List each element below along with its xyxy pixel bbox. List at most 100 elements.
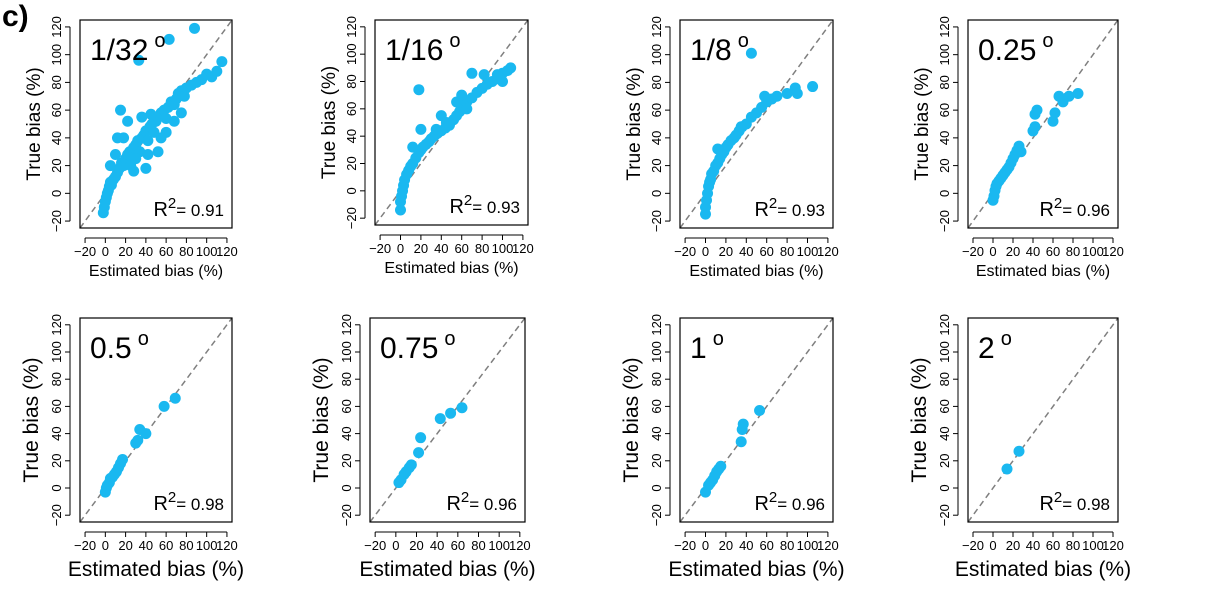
y-axis-title: True bias (%) <box>624 67 645 180</box>
x-tick-label: 60 <box>451 538 465 553</box>
y-tick-label: −20 <box>937 210 952 232</box>
scatter-panel: −20 0 20 40 60 80 100120−20020406080100120Esti… <box>319 16 534 277</box>
y-tick-label: 20 <box>937 454 952 468</box>
x-tick-label: 100 <box>196 538 218 553</box>
x-tick-label: 20 <box>414 241 428 256</box>
data-point <box>1063 90 1075 102</box>
data-point <box>456 402 468 414</box>
scatter-panel: −20 0 20 40 60 80 100120−20020406080100120Esti… <box>912 16 1124 280</box>
y-tick-label: 80 <box>649 75 664 89</box>
x-tick-label: −20 <box>369 241 391 256</box>
x-tick-label: 120 <box>1102 244 1124 259</box>
x-tick-label: 60 <box>159 244 173 259</box>
resolution-label: 0.75 o <box>380 328 456 365</box>
x-tick-label: 60 <box>1046 244 1060 259</box>
y-tick-label: 80 <box>937 372 952 386</box>
one-to-one-line <box>967 317 1119 523</box>
r-squared-label: R2= 0.91 <box>153 195 224 221</box>
plot-frame <box>679 19 834 229</box>
y-tick-label: 60 <box>49 399 64 413</box>
x-tick-label: 0 <box>397 241 404 256</box>
y-tick-label: 100 <box>344 43 359 65</box>
r-squared-label: R2= 0.93 <box>449 192 520 218</box>
x-tick-label: 40 <box>139 244 153 259</box>
y-tick-label: 20 <box>49 158 64 172</box>
x-tick-label: 20 <box>1006 538 1020 553</box>
scatter-panel: −20 0 20 40 60 80 100120−20020406080100120Esti… <box>908 314 1131 581</box>
x-tick-label: 60 <box>1046 538 1060 553</box>
data-point <box>158 400 170 412</box>
data-point <box>807 81 819 93</box>
data-point <box>163 33 175 45</box>
data-point <box>745 47 757 59</box>
y-tick-label: −20 <box>49 210 64 232</box>
data-point <box>145 108 157 120</box>
data-point <box>413 447 425 459</box>
y-tick-label: 0 <box>937 190 952 197</box>
scatter-panel: −20 0 20 40 60 80 100120−20020406080100120Esti… <box>24 16 238 280</box>
y-tick-label: 120 <box>649 314 664 336</box>
x-tick-label: −20 <box>962 244 984 259</box>
plot-frame <box>967 19 1119 229</box>
data-point <box>715 460 727 472</box>
x-tick-label: 0 <box>702 538 709 553</box>
x-axis-title: Estimated bias (%) <box>68 558 244 581</box>
y-tick-label: 40 <box>49 131 64 145</box>
r-squared-label: R2= 0.98 <box>153 489 224 515</box>
data-point <box>1001 463 1013 475</box>
y-tick-label: 80 <box>49 372 64 386</box>
one-to-one-line <box>369 317 526 523</box>
y-tick-label: 100 <box>49 44 64 66</box>
x-tick-label: 120 <box>1102 538 1124 553</box>
y-tick-label: 80 <box>344 74 359 88</box>
r-squared-label: R2= 0.96 <box>754 489 825 515</box>
data-point <box>142 149 154 161</box>
plot-frame <box>967 317 1119 523</box>
y-axis-title: True bias (%) <box>908 357 931 482</box>
y-tick-label: 100 <box>937 44 952 66</box>
x-tick-label: 80 <box>780 244 794 259</box>
x-axis-title: Estimated bias (%) <box>955 558 1131 581</box>
x-tick-label: 80 <box>179 538 193 553</box>
data-point <box>712 143 724 155</box>
y-tick-label: 0 <box>49 484 64 491</box>
x-tick-label: −20 <box>962 538 984 553</box>
y-axis-title: True bias (%) <box>912 67 933 180</box>
data-point <box>759 90 771 102</box>
x-tick-label: 20 <box>118 538 132 553</box>
y-tick-label: 120 <box>937 16 952 38</box>
data-point <box>735 121 747 133</box>
x-tick-label: 40 <box>139 538 153 553</box>
y-tick-label: 0 <box>344 187 359 194</box>
resolution-label: 1/16 o <box>385 30 461 67</box>
x-axis-title: Estimated bias (%) <box>384 260 518 277</box>
y-tick-label: 100 <box>937 341 952 363</box>
y-tick-label: 60 <box>344 102 359 116</box>
y-tick-label: 40 <box>339 426 354 440</box>
data-point <box>1013 445 1025 457</box>
x-axis-title: Estimated bias (%) <box>668 558 844 581</box>
y-tick-label: 20 <box>649 158 664 172</box>
resolution-label: 0.5 o <box>90 328 149 365</box>
y-tick-label: −20 <box>937 504 952 526</box>
data-point <box>413 84 425 96</box>
y-tick-label: 80 <box>339 372 354 386</box>
data-point <box>189 22 201 34</box>
data-point <box>497 76 508 87</box>
x-tick-label: 100 <box>797 538 819 553</box>
x-tick-label: 80 <box>471 538 485 553</box>
data-point <box>111 132 123 144</box>
data-point <box>771 90 783 102</box>
y-tick-label: 100 <box>649 44 664 66</box>
x-axis-title: Estimated bias (%) <box>689 263 823 280</box>
x-tick-label: 0 <box>702 244 709 259</box>
resolution-label: 1/32 o <box>90 30 166 67</box>
x-tick-label: −20 <box>74 244 96 259</box>
data-point <box>216 56 228 68</box>
resolution-label: 0.25 o <box>978 30 1054 67</box>
data-point <box>781 87 793 99</box>
x-tick-label: 80 <box>1066 538 1080 553</box>
x-axis-title: Estimated bias (%) <box>359 558 535 581</box>
data-point <box>1072 87 1084 99</box>
x-tick-label: 0 <box>392 538 399 553</box>
